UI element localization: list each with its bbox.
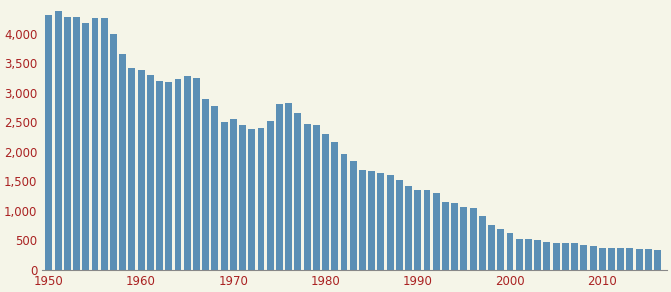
Bar — [470, 208, 476, 270]
Bar — [553, 243, 560, 270]
Bar — [396, 180, 403, 270]
Bar — [304, 124, 311, 270]
Bar — [322, 133, 329, 270]
Bar — [46, 15, 52, 270]
Bar — [295, 114, 301, 270]
Bar — [423, 190, 431, 270]
Bar — [91, 18, 99, 270]
Bar — [562, 244, 569, 270]
Bar — [119, 54, 126, 270]
Bar — [313, 125, 320, 270]
Bar — [580, 245, 587, 270]
Bar — [64, 17, 70, 270]
Bar — [386, 175, 394, 270]
Bar — [525, 239, 532, 270]
Bar — [635, 249, 643, 270]
Bar — [54, 11, 62, 270]
Bar — [433, 193, 440, 270]
Bar — [516, 239, 523, 270]
Bar — [599, 248, 606, 270]
Bar — [156, 81, 163, 270]
Bar — [147, 75, 154, 270]
Bar — [507, 233, 513, 270]
Bar — [83, 23, 89, 270]
Bar — [488, 225, 495, 270]
Bar — [617, 248, 624, 270]
Bar — [174, 79, 181, 270]
Bar — [460, 207, 468, 270]
Bar — [405, 185, 412, 270]
Bar — [165, 82, 172, 270]
Bar — [230, 119, 237, 270]
Bar — [479, 215, 486, 270]
Bar — [331, 142, 338, 270]
Bar — [359, 170, 366, 270]
Bar — [442, 202, 449, 270]
Bar — [368, 171, 375, 270]
Bar — [73, 17, 80, 270]
Bar — [645, 249, 652, 270]
Bar — [193, 78, 200, 270]
Bar — [534, 240, 541, 270]
Bar — [590, 246, 597, 270]
Bar — [239, 125, 246, 270]
Bar — [608, 248, 615, 270]
Bar — [248, 129, 255, 270]
Bar — [202, 99, 209, 270]
Bar — [101, 18, 107, 270]
Bar — [128, 68, 136, 270]
Bar — [654, 250, 661, 270]
Bar — [544, 242, 550, 270]
Bar — [276, 104, 283, 270]
Bar — [211, 106, 218, 270]
Bar — [221, 122, 227, 270]
Bar — [451, 203, 458, 270]
Bar — [414, 190, 421, 270]
Bar — [285, 103, 292, 270]
Bar — [110, 34, 117, 270]
Bar — [341, 154, 348, 270]
Bar — [258, 128, 264, 270]
Bar — [571, 244, 578, 270]
Bar — [267, 121, 274, 270]
Bar — [138, 70, 144, 270]
Bar — [378, 173, 384, 270]
Bar — [627, 248, 633, 270]
Bar — [350, 161, 357, 270]
Bar — [497, 229, 505, 270]
Bar — [184, 76, 191, 270]
